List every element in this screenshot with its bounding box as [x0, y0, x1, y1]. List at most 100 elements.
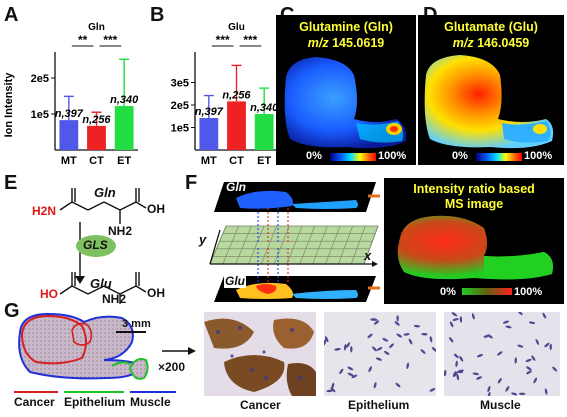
magnification-arrow-icon	[162, 347, 196, 355]
gls-enzyme: GLS	[83, 238, 108, 252]
histology-label-muscle: Muscle	[480, 398, 521, 412]
legend-swatch-cancer	[14, 391, 58, 393]
glu-hydroxyl-left: HO	[40, 287, 58, 301]
muscle-nucleus-19	[456, 373, 460, 381]
histology-epithelium-image	[324, 312, 436, 396]
ms-image-glu-title: Glutamate (Glu)	[444, 20, 538, 34]
grid-line-v-12	[363, 225, 379, 265]
grid-line-v-0	[209, 225, 227, 265]
muscle-nucleus-25	[497, 351, 503, 356]
muscle-nucleus-30	[472, 372, 479, 376]
grid-line-v-5	[273, 225, 290, 265]
grid-line-v-8	[312, 225, 328, 265]
chart0-category-1: CT	[89, 155, 104, 167]
chart1-sig-label-0: ***	[216, 33, 230, 47]
chart0-ytick-label-1: 2e5	[31, 73, 49, 85]
muscle-nucleus-42	[455, 360, 458, 368]
epithelium-nucleus-26	[406, 362, 410, 369]
legend-muscle: Muscle	[130, 395, 171, 409]
legend-epithelium: Epithelium	[64, 395, 126, 409]
chart-glu: Glu 1e5 2e5 3e5 n,397 MT n,256 CT n,340 ET *** ***	[140, 20, 290, 180]
chart0-bar-0	[59, 120, 79, 150]
y-axis-label: y	[199, 232, 207, 247]
ms-image-glu-heatmap	[424, 55, 554, 161]
glu-slab-label: Glu	[224, 274, 246, 288]
epithelium-nucleus-31	[370, 318, 377, 321]
ms-image-glu: Glutamate (Glu) m/z 146.0459 0% 100%	[418, 15, 564, 165]
epithelium-nucleus-20	[429, 336, 433, 343]
muscle-nucleus-2	[471, 313, 475, 320]
grid-line-v-4	[261, 225, 277, 265]
epithelium-nucleus-11	[431, 347, 436, 352]
histology-muscle-image	[444, 312, 560, 396]
histology-epithelium	[324, 312, 436, 396]
chart0-ytick-label-0: 1e5	[31, 109, 49, 121]
epithelium-nucleus-8	[334, 348, 341, 351]
ratio-schematic-drawing	[209, 182, 380, 302]
chart1-n-label-0: n,397	[195, 106, 224, 118]
chart0-title: Gln	[88, 22, 105, 33]
muscle-nucleus-38	[451, 312, 458, 317]
reaction-scheme: H2N OH NH2 Gln GLS HO OH NH2 Glu	[18, 180, 188, 306]
epithelium-nucleus-33	[373, 320, 380, 325]
grid-line-v-1	[222, 225, 239, 265]
muscle-nucleus-10	[549, 343, 552, 351]
chart0-sig-label-0: **	[78, 33, 88, 47]
grid-line-v-7	[299, 225, 315, 265]
ratio-title-line2: MS image	[444, 197, 504, 211]
panel-label-g: G	[4, 300, 20, 322]
epithelium-nucleus-0	[375, 357, 382, 361]
panel-label-f: F	[185, 172, 198, 194]
ms-image-gln-title: Glutamine (Gln)	[299, 20, 393, 34]
chart1-title: Glu	[228, 22, 245, 33]
epithelium-nucleus-21	[376, 346, 383, 351]
ms-image-gln: Glutamine (Gln) m/z 145.0619 0% 100%	[276, 15, 416, 165]
histology-label-epithelium: Epithelium	[348, 398, 410, 412]
muscle-nucleus-15	[487, 385, 491, 393]
muscle-nucleus-16	[517, 312, 523, 316]
histology-muscle	[444, 312, 560, 396]
histology-cancer	[204, 312, 316, 396]
chart1-ytick-label-2: 3e5	[171, 78, 189, 90]
scale-bar-label: 3 mm	[122, 318, 151, 330]
muscle-nucleus-13	[518, 392, 526, 395]
epithelium-nucleus-30	[324, 339, 327, 346]
grid-line-v-9	[325, 225, 341, 265]
epithelium-nucleus-23	[347, 372, 354, 377]
ms-image-glu-scale-min: 0%	[452, 150, 468, 162]
chart1-n-label-2: n,340	[250, 102, 279, 114]
ms-image-glu-scale-max: 100%	[524, 150, 553, 162]
panel-label-e: E	[4, 172, 18, 194]
muscle-nucleus-43	[449, 321, 454, 328]
muscle-nucleus-24	[526, 366, 532, 371]
grid-line-v-6	[286, 225, 303, 265]
muscle-nucleus-37	[552, 366, 558, 372]
epithelium-nucleus-19	[368, 366, 372, 373]
amine-group: H2N	[32, 204, 57, 218]
muscle-nucleus-33	[487, 391, 491, 396]
epithelium-nucleus-27	[324, 336, 329, 343]
muscle-nucleus-39	[505, 325, 512, 329]
muscle-nucleus-11	[514, 357, 517, 364]
muscle-nucleus-40	[531, 355, 536, 361]
epithelium-nucleus-4	[396, 315, 399, 322]
muscle-nucleus-23	[497, 378, 502, 384]
epithelium-nucleus-9	[343, 344, 347, 351]
epithelium-nucleus-22	[372, 346, 377, 352]
epithelium-nucleus-34	[421, 332, 428, 336]
epithelium-nucleus-6	[383, 350, 390, 355]
epithelium-nucleus-17	[394, 321, 400, 326]
epithelium-nucleus-5	[347, 366, 354, 371]
chart1-n-label-1: n,256	[222, 89, 251, 101]
epithelium-nucleus-37	[413, 324, 421, 328]
x-axis-label: x	[364, 248, 372, 263]
chart-gln-svg: Gln Ion Intensity 1e5 2e5 n,397 MT n,256 CT n,34…	[3, 22, 139, 167]
chart0-category-2: ET	[117, 155, 131, 167]
chart0-bar-2	[114, 106, 134, 150]
glu-amino: NH2	[102, 292, 127, 306]
epithelium-nucleus-29	[403, 333, 410, 336]
histology-cancer-image	[204, 312, 316, 396]
chart0-n-label-1: n,256	[82, 114, 111, 126]
chart0-n-label-2: n,340	[110, 94, 139, 106]
muscle-nucleus-5	[449, 337, 454, 343]
